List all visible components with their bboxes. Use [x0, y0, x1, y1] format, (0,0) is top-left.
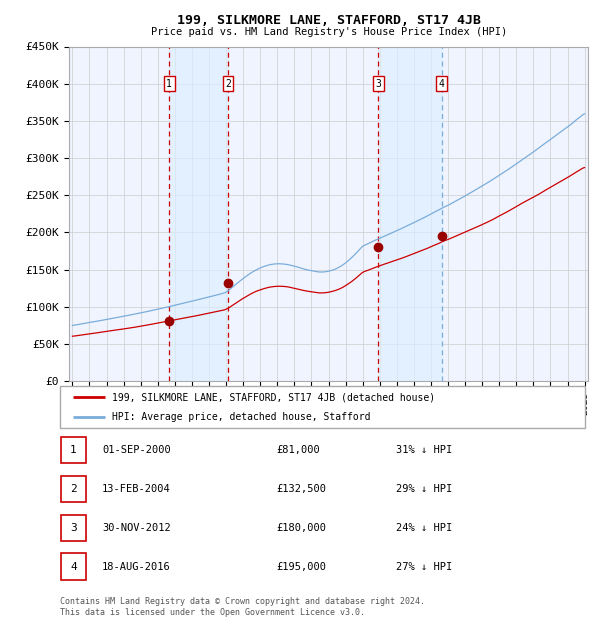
Text: 4: 4: [70, 562, 77, 572]
Text: £132,500: £132,500: [276, 484, 326, 494]
Text: 31% ↓ HPI: 31% ↓ HPI: [396, 445, 452, 455]
Text: 4: 4: [439, 79, 445, 89]
Text: 2: 2: [70, 484, 77, 494]
Text: Contains HM Land Registry data © Crown copyright and database right 2024.
This d: Contains HM Land Registry data © Crown c…: [60, 598, 425, 617]
Text: 24% ↓ HPI: 24% ↓ HPI: [396, 523, 452, 533]
Bar: [379, 46, 442, 381]
Text: 27% ↓ HPI: 27% ↓ HPI: [396, 562, 452, 572]
Text: Price paid vs. HM Land Registry's House Price Index (HPI): Price paid vs. HM Land Registry's House …: [151, 27, 507, 37]
Text: 199, SILKMORE LANE, STAFFORD, ST17 4JB: 199, SILKMORE LANE, STAFFORD, ST17 4JB: [177, 14, 481, 27]
Text: 1: 1: [70, 445, 77, 455]
Text: £180,000: £180,000: [276, 523, 326, 533]
Text: £195,000: £195,000: [276, 562, 326, 572]
Text: 199, SILKMORE LANE, STAFFORD, ST17 4JB (detached house): 199, SILKMORE LANE, STAFFORD, ST17 4JB (…: [113, 392, 436, 402]
Text: £81,000: £81,000: [276, 445, 320, 455]
Text: 3: 3: [70, 523, 77, 533]
Text: HPI: Average price, detached house, Stafford: HPI: Average price, detached house, Staf…: [113, 412, 371, 422]
Text: 18-AUG-2016: 18-AUG-2016: [102, 562, 171, 572]
Text: 30-NOV-2012: 30-NOV-2012: [102, 523, 171, 533]
Text: 1: 1: [166, 79, 172, 89]
Text: 3: 3: [376, 79, 381, 89]
Bar: [169, 46, 228, 381]
Text: 2: 2: [225, 79, 231, 89]
Text: 13-FEB-2004: 13-FEB-2004: [102, 484, 171, 494]
Text: 29% ↓ HPI: 29% ↓ HPI: [396, 484, 452, 494]
Text: 01-SEP-2000: 01-SEP-2000: [102, 445, 171, 455]
